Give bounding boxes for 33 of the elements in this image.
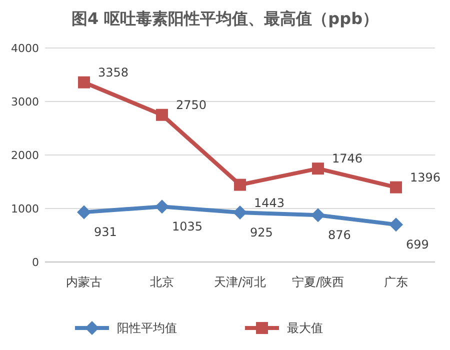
x-tick-label: 广东 <box>384 275 408 289</box>
data-label: 1746 <box>332 152 363 166</box>
point <box>155 200 169 214</box>
data-label: 925 <box>250 226 273 240</box>
chart-title: 图4 呕吐毒素阳性平均值、最高值（ppb） <box>71 9 379 28</box>
point <box>312 162 324 175</box>
legend-label: 最大值 <box>287 321 323 335</box>
data-label: 876 <box>328 228 351 242</box>
x-tick-label: 内蒙古 <box>66 275 102 289</box>
y-tick-label: 3000 <box>11 96 39 108</box>
y-tick-label: 4000 <box>11 42 39 55</box>
point <box>390 181 402 194</box>
point <box>156 108 168 121</box>
data-label: 2750 <box>176 98 207 112</box>
data-label: 699 <box>406 238 429 252</box>
y-tick-label: 1000 <box>11 202 39 216</box>
x-tick-label: 北京 <box>150 275 174 289</box>
legend-label: 阳性平均值 <box>117 321 177 335</box>
data-label: 1443 <box>254 196 285 210</box>
point <box>389 218 403 232</box>
data-label: 1396 <box>410 170 441 184</box>
x-tick-label: 宁夏/陕西 <box>292 275 344 289</box>
x-tick-label: 天津/河北 <box>214 275 266 289</box>
point <box>233 206 247 220</box>
y-tick-label: 2000 <box>11 149 39 162</box>
point <box>234 178 246 191</box>
point <box>78 76 90 88</box>
y-tick-label: 0 <box>32 256 39 269</box>
data-label: 1035 <box>172 220 203 234</box>
data-label: 3358 <box>98 65 129 80</box>
point <box>311 208 325 222</box>
data-label: 931 <box>94 225 117 240</box>
point <box>77 205 91 220</box>
